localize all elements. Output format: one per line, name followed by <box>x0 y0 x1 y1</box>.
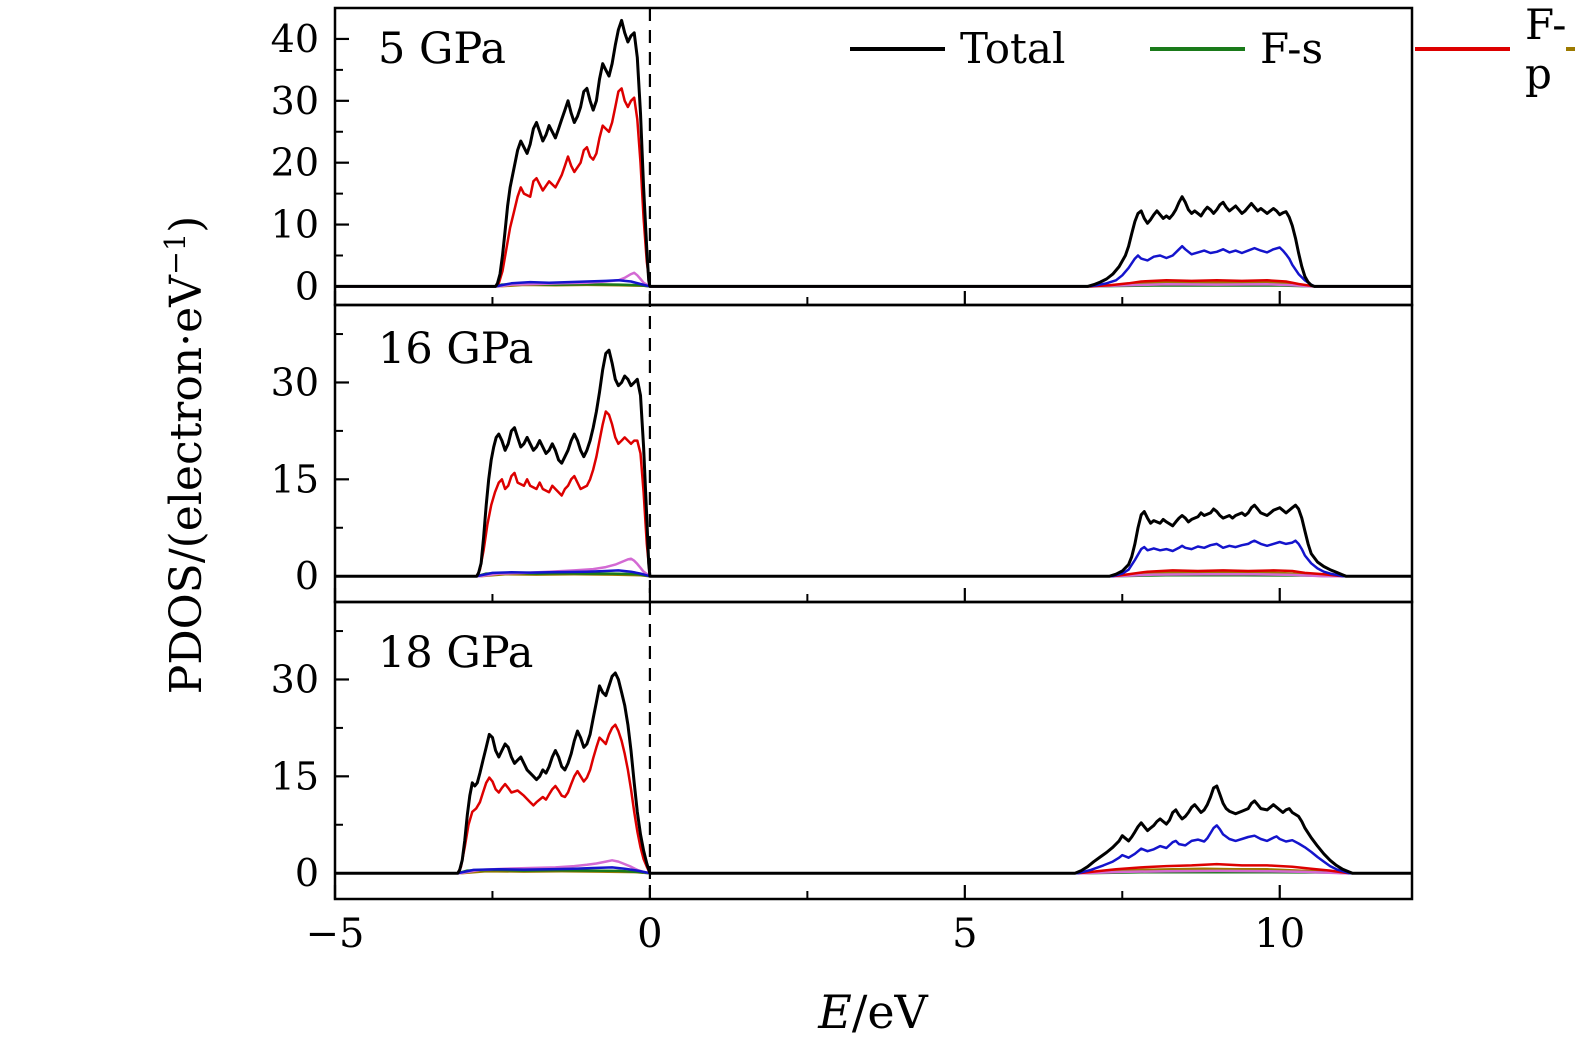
legend-label-total: Total <box>960 24 1066 73</box>
curve-ba-d-panel-3 <box>335 824 1412 875</box>
curve-ba-d-panel-2 <box>335 539 1412 578</box>
x-axis-label-unit: /eV <box>851 985 928 1039</box>
curve-ba-d-panel-1 <box>335 244 1412 288</box>
curve-f-p-panel-2 <box>335 410 1412 578</box>
y-tick-label: 15 <box>271 754 319 798</box>
y-tick-label: 30 <box>271 79 319 123</box>
panel-3-curves <box>335 671 1412 875</box>
legend: Total F-s F-p Ba-s Ba-p Ba-d <box>850 0 1575 98</box>
y-axis-label-close: ) <box>160 215 212 233</box>
y-tick-label: 10 <box>271 203 319 247</box>
panel-3-frame <box>333 600 1414 901</box>
y-tick-label: 0 <box>295 851 319 895</box>
curve-total-panel-2 <box>335 348 1412 578</box>
y-tick-label: 0 <box>295 264 319 308</box>
x-tick-label: 5 <box>952 911 977 957</box>
y-axis-label: PDOS/(electron·eV−1) <box>158 216 212 695</box>
y-tick-label: 0 <box>295 554 319 598</box>
y-axis-label-sup: −1 <box>158 232 193 276</box>
x-axis-label: E/eV <box>818 985 928 1039</box>
legend-swatch-total <box>850 46 945 51</box>
y-tick-label: 30 <box>271 360 319 404</box>
y-tick-label: 15 <box>271 457 319 501</box>
panel-2-curves <box>335 348 1412 578</box>
panel-label-5gpa: 5 GPa <box>378 24 507 74</box>
y-tick-label: 40 <box>271 17 319 61</box>
legend-swatch-f-s <box>1150 46 1245 51</box>
curve-f-p-panel-3 <box>335 723 1412 875</box>
x-axis-label-var: E <box>818 985 852 1039</box>
curve-total-panel-1 <box>335 18 1412 288</box>
y-axis-label-text: PDOS/(electron·eV <box>160 275 212 695</box>
panel-1-curves <box>335 18 1412 288</box>
y-tick-label: 20 <box>271 141 319 185</box>
legend-swatch-f-p <box>1415 46 1510 51</box>
legend-item-f-p: F-p <box>1415 0 1566 98</box>
panel-label-18gpa: 18 GPa <box>378 628 534 678</box>
legend-item-f-s: F-s <box>1150 20 1415 77</box>
panel-label-16gpa: 16 GPa <box>378 324 534 374</box>
curve-ba-p-panel-3 <box>335 859 1412 875</box>
x-tick-label: −5 <box>306 911 365 957</box>
curve-total-panel-3 <box>335 671 1412 875</box>
y-tick-label: 30 <box>271 657 319 701</box>
legend-swatch-ba-s <box>1566 46 1575 51</box>
x-tick-label: 0 <box>637 911 662 957</box>
legend-label-f-s: F-s <box>1260 24 1323 73</box>
x-tick-label: 10 <box>1254 911 1305 957</box>
curve-f-p-panel-1 <box>335 87 1412 288</box>
legend-item-ba-s: Ba-s <box>1566 20 1575 77</box>
legend-item-total: Total <box>850 20 1150 77</box>
legend-label-f-p: F-p <box>1525 0 1567 98</box>
